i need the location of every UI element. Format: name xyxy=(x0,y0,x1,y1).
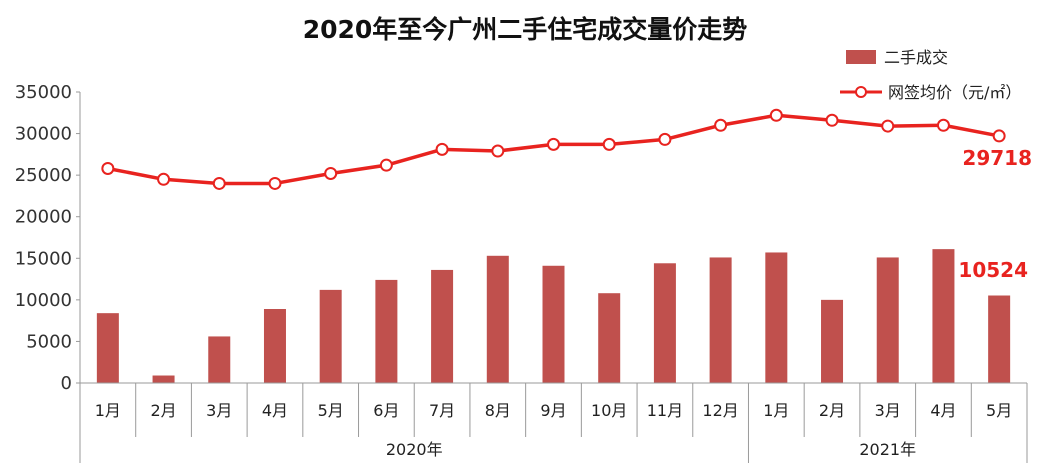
x-tick-label: 8月 xyxy=(485,401,511,420)
y-tick-label: 15000 xyxy=(15,248,72,269)
x-tick-label: 12月 xyxy=(702,401,738,420)
price-point xyxy=(379,158,393,172)
chart-title: 2020年至今广州二手住宅成交量价走势 xyxy=(303,15,748,44)
bar-volume xyxy=(932,249,955,383)
price-point xyxy=(101,161,115,175)
x-tick-label: 9月 xyxy=(540,401,566,420)
price-point xyxy=(881,119,895,133)
y-tick-label: 25000 xyxy=(15,165,72,186)
x-tick-label: 3月 xyxy=(206,401,232,420)
callout-price-last: 29718 xyxy=(962,146,1032,170)
bar-volume xyxy=(431,269,454,383)
legend-label-volume: 二手成交 xyxy=(884,48,948,67)
price-point xyxy=(769,108,783,122)
bar-volume xyxy=(152,375,175,383)
bar-volume xyxy=(653,263,676,383)
price-point xyxy=(547,137,560,151)
price-point xyxy=(157,172,171,186)
legend-swatch-price-marker xyxy=(855,86,867,98)
bar-volume xyxy=(821,299,844,383)
x-tick-label: 2月 xyxy=(819,401,845,420)
x-tick-label: 11月 xyxy=(647,401,683,420)
callout-volume-last: 10524 xyxy=(958,258,1028,282)
price-point xyxy=(268,176,282,190)
y-axis: 0 5000 10000 15000 20000 25000 30000 35000 xyxy=(15,82,81,394)
bar-volume xyxy=(876,257,899,383)
legend-swatch-volume xyxy=(846,50,876,64)
bar-volume xyxy=(96,313,119,383)
year-group-label: 2021年 xyxy=(859,440,916,459)
x-tick-label: 2月 xyxy=(150,401,176,420)
bar-volume xyxy=(598,293,621,383)
y-tick-label: 5000 xyxy=(26,331,72,352)
bar-volume xyxy=(319,289,342,383)
y-tick-label: 20000 xyxy=(15,207,72,228)
x-axis: 1月 2月 3月 4月 5月 6月 7月 8月 9月 10月 11月 12月 1月 2月 3月 4月 5月 202… xyxy=(79,382,1028,463)
price-point xyxy=(936,118,950,132)
y-tick-label: 10000 xyxy=(15,290,72,311)
bar-volume xyxy=(263,309,286,383)
bar-volume xyxy=(709,257,732,383)
bar-volume xyxy=(988,295,1011,383)
bar-volume xyxy=(765,252,788,383)
price-point xyxy=(324,166,338,180)
y-tick-label: 30000 xyxy=(15,124,72,145)
x-tick-label: 1月 xyxy=(95,401,121,420)
price-point xyxy=(658,132,672,146)
price-line-series xyxy=(101,108,1006,190)
x-tick-label: 10月 xyxy=(591,401,627,420)
x-tick-label: 4月 xyxy=(262,401,288,420)
legend: 二手成交 网签均价（元/㎡） xyxy=(840,48,1021,102)
y-tick-label: 0 xyxy=(61,373,72,394)
x-tick-label: 5月 xyxy=(986,401,1012,420)
bar-volume xyxy=(208,336,231,383)
price-point xyxy=(602,137,616,151)
y-tick-label: 35000 xyxy=(15,82,72,103)
price-point xyxy=(491,144,505,158)
bar-volume xyxy=(375,279,398,383)
bar-series xyxy=(96,249,1011,383)
x-tick-label: 7月 xyxy=(429,401,455,420)
price-point xyxy=(825,113,839,127)
price-point xyxy=(714,118,728,132)
bar-volume xyxy=(542,265,565,383)
year-group-label: 2020年 xyxy=(386,440,443,459)
price-point xyxy=(212,176,226,190)
x-tick-label: 6月 xyxy=(373,401,399,420)
price-point xyxy=(435,142,449,156)
price-point xyxy=(992,129,1006,143)
x-tick-label: 1月 xyxy=(763,401,789,420)
x-tick-label: 3月 xyxy=(875,401,901,420)
x-tick-label: 4月 xyxy=(930,401,956,420)
x-tick-label: 5月 xyxy=(318,401,344,420)
bar-volume xyxy=(486,255,509,383)
legend-label-price: 网签均价（元/㎡） xyxy=(888,83,1021,102)
